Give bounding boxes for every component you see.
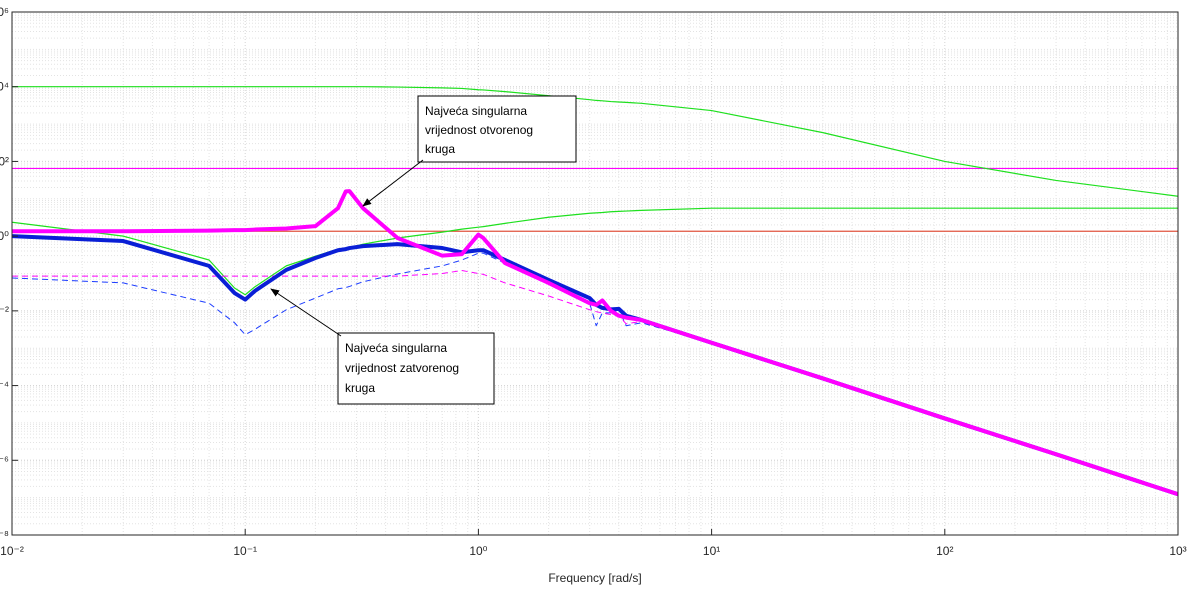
annotation-box (337, 332, 495, 405)
y-tick-label: 10⁻⁴ (0, 379, 9, 393)
annotation-text: vrijednost otvorenog (425, 123, 533, 137)
plot-frame (11, 11, 1179, 536)
grid (11, 11, 1179, 536)
annotation: Najveća singularna vrijednost zatvorenog… (270, 288, 495, 405)
annotation-text: kruga (345, 381, 375, 395)
x-tick-label: 10² (936, 544, 953, 558)
y-tick-label: 10⁰ (0, 229, 9, 243)
y-tick-label: 10⁶ (0, 5, 9, 19)
y-tick-label: 10⁻⁶ (0, 453, 9, 467)
y-tick-label: 10⁻⁸ (0, 528, 9, 542)
annotation-text: kruga (425, 142, 455, 156)
y-tick-label: 10⁴ (0, 80, 9, 94)
annotation-text: Najveća singularna (425, 104, 527, 118)
x-tick-label: 10⁰ (469, 544, 487, 558)
x-tick-label: 10⁻¹ (233, 544, 257, 558)
annotation-arrow (270, 288, 342, 337)
lines (12, 86, 1178, 497)
y-tick-label: 10² (0, 154, 9, 168)
x-tick-label: 10⁻² (0, 544, 24, 558)
series-line (12, 189, 1178, 497)
y-tick-label: 10⁻² (0, 304, 9, 318)
annotation-text: Najveća singularna (345, 341, 447, 355)
x-tick-label: 10³ (1169, 544, 1186, 558)
annotation-box (417, 95, 577, 163)
annotation: Najveća singularna vrijednost otvorenog … (362, 95, 577, 207)
x-axis-label: Frequency [rad/s] (548, 571, 641, 585)
annotation-arrow (362, 159, 424, 207)
ticks: 10⁻² 10⁻¹ 10⁰ 10¹ 10² 10³ 10⁻⁸ 10⁻⁶ 10⁻⁴ 10⁻² 10⁰ 1… (0, 5, 1187, 558)
annotation-text: vrijednost zatvorenog (345, 361, 459, 375)
x-tick-label: 10¹ (703, 544, 720, 558)
series-line (12, 207, 1178, 296)
series-line (12, 86, 1178, 197)
